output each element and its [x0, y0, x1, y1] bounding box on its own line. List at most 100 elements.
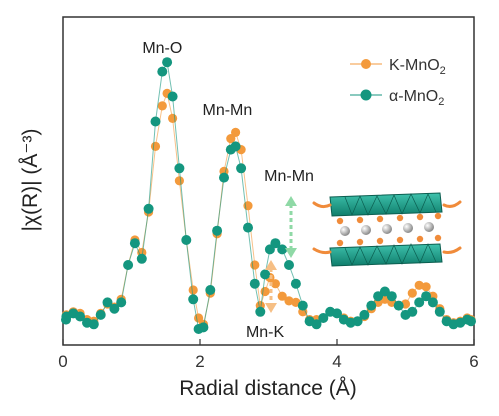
series-0-point-27 [231, 127, 241, 137]
legend-entry-k-mno2: K-MnO2 [350, 57, 446, 77]
series-0-point-56 [421, 282, 431, 292]
series-0-point-17 [168, 113, 178, 123]
series-1-point-32 [260, 269, 271, 280]
annotation-3: Mn-K [246, 324, 285, 341]
series-1-point-11 [129, 238, 140, 249]
series-1-point-15 [157, 66, 168, 77]
series-1-point-46 [352, 316, 363, 327]
series-1-point-51 [386, 291, 397, 302]
series-0-point-36 [284, 296, 294, 306]
legend-entry-alpha-mno2: α-MnO2 [350, 88, 444, 108]
inset-left-arc-top [312, 201, 332, 209]
series-1-point-31 [255, 306, 266, 317]
series-1-point-55 [414, 297, 425, 308]
plot-frame [62, 16, 475, 346]
orange-atom-rows [336, 212, 442, 247]
series-1-point-13 [143, 203, 154, 214]
series-1-point-5 [88, 319, 99, 330]
series-1-point-10 [123, 260, 134, 270]
legend-label-k-mno2: K-MnO [389, 57, 440, 74]
series-1-point-35 [277, 244, 288, 255]
series-1-point-24 [212, 225, 223, 236]
series-1-point-56 [421, 291, 432, 302]
x-axis-title: Radial distance (Å) [179, 377, 356, 400]
series-1-point-48 [366, 300, 377, 311]
series-0-point-18 [174, 176, 184, 186]
legend: K-MnO2 α-MnO2 [350, 57, 446, 108]
bottom-mno2-slab [329, 243, 443, 267]
series-0-point-34 [270, 279, 280, 289]
series-1-point-27 [230, 141, 241, 152]
series-0-point-54 [407, 288, 417, 298]
series-1-point-38 [297, 300, 308, 311]
x-axis: 0 2 4 6 [58, 339, 479, 371]
mn-mn-arrow [285, 196, 297, 258]
series-0-point-26 [226, 134, 236, 144]
series-1-point-34 [270, 238, 281, 249]
legend-marker-k-mno2 [361, 59, 371, 69]
series-1-point-37 [290, 278, 301, 289]
mn-k-arrow [265, 260, 277, 313]
series-1-point-23 [205, 285, 216, 295]
series-0-point-20 [188, 285, 198, 295]
inset-right-arc-top [442, 200, 462, 208]
legend-label-alpha-mno2: α-MnO [389, 88, 438, 105]
series-1-point-52 [393, 300, 404, 311]
series-1-point-63 [466, 316, 476, 327]
x-tick-label-2: 4 [332, 352, 341, 371]
series-1-point-57 [427, 297, 438, 308]
series-1-point-29 [243, 222, 253, 233]
series-layer [61, 57, 476, 334]
top-mno2-slab [329, 192, 443, 217]
series-1-point-58 [434, 306, 445, 317]
series-1-point-43 [332, 308, 342, 319]
series-line-1 [65, 60, 472, 330]
y-axis-title: |χ(R)| (Å⁻³) [19, 129, 42, 232]
series-1-point-54 [407, 306, 418, 317]
x-tick-label-3: 6 [469, 352, 478, 371]
series-0-point-15 [157, 101, 167, 111]
annotation-2: Mn-Mn [264, 168, 314, 185]
series-1-point-3 [75, 311, 86, 322]
series-1-point-7 [102, 297, 113, 308]
series-1-point-36 [284, 260, 294, 270]
x-tick-label-0: 0 [58, 352, 67, 371]
series-1-point-47 [359, 309, 370, 320]
series-0-point-35 [277, 291, 287, 301]
series-1 [61, 57, 476, 334]
svg-text:α-MnO2: α-MnO2 [389, 88, 444, 108]
series-0-point-55 [414, 280, 424, 290]
series-1-point-9 [116, 297, 127, 308]
series-1-point-19 [181, 235, 192, 245]
series-1-point-17 [167, 91, 178, 102]
series-0-point-14 [150, 141, 161, 151]
series-1-point-41 [318, 313, 329, 323]
series-1-point-22 [198, 322, 209, 333]
inset-right-arc-bottom [442, 246, 462, 254]
grey-atom-row [340, 222, 434, 236]
series-1-point-12 [136, 253, 147, 264]
series-0-point-30 [250, 260, 260, 270]
x-tick-label-1: 2 [195, 352, 204, 371]
svg-text:K-MnO2: K-MnO2 [389, 57, 446, 77]
series-1-point-40 [311, 319, 322, 330]
annotation-0: Mn-O [142, 40, 182, 57]
inset-left-arc-bottom [312, 247, 332, 255]
bottom-slab-facets [344, 243, 437, 266]
top-slab-facets [344, 193, 437, 216]
series-1-point-20 [188, 294, 199, 305]
structure-inset [312, 192, 462, 267]
annotation-1: Mn-Mn [203, 102, 253, 119]
legend-sub-k-mno2: 2 [440, 65, 446, 77]
series-1-point-16 [162, 57, 173, 68]
series-1-point-25 [219, 172, 229, 183]
series-1-point-30 [249, 278, 260, 289]
annotations: Mn-O Mn-Mn Mn-Mn Mn-K [142, 40, 314, 341]
legend-sub-alpha-mno2: 2 [438, 96, 444, 108]
legend-marker-alpha-mno2 [360, 89, 372, 101]
series-1-point-6 [95, 309, 106, 320]
series-0-point-32 [260, 286, 270, 297]
series-1-point-28 [236, 163, 247, 174]
series-1-point-18 [174, 163, 185, 174]
